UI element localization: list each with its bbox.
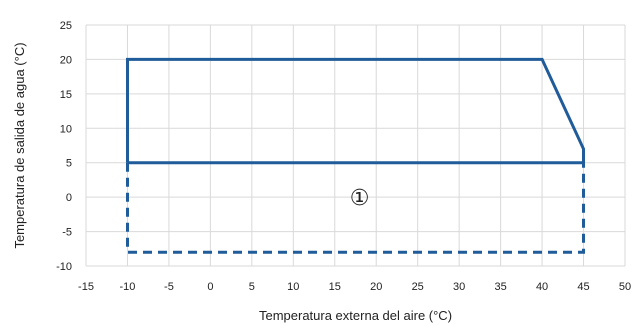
x-tick-label: -10 bbox=[120, 281, 136, 293]
series-group bbox=[126, 57, 585, 254]
y-axis-title: Temperatura de salida de agua (°C) bbox=[12, 42, 27, 248]
x-tick-labels: -15 -10 -5 0 5 10 15 20 25 30 35 40 45 50 bbox=[78, 281, 631, 293]
x-tick-label: 5 bbox=[249, 281, 255, 293]
zone-annotation: ① bbox=[350, 186, 370, 211]
x-tick-label: -5 bbox=[164, 281, 174, 293]
x-tick-label: 0 bbox=[207, 281, 213, 293]
y-tick-label: 20 bbox=[60, 54, 72, 66]
x-tick-label: 45 bbox=[577, 281, 589, 293]
y-tick-label: 10 bbox=[60, 123, 72, 135]
y-tick-label: 15 bbox=[60, 89, 72, 101]
x-tick-label: 25 bbox=[412, 281, 424, 293]
solid-series-line bbox=[126, 57, 585, 165]
annotations: ① bbox=[350, 186, 370, 211]
x-tick-label: 20 bbox=[370, 281, 382, 293]
y-tick-labels: -10 -5 0 5 10 15 20 25 bbox=[56, 20, 72, 273]
dashed-series-line bbox=[126, 162, 585, 254]
x-tick-label: 15 bbox=[329, 281, 341, 293]
y-tick-label: 25 bbox=[60, 20, 72, 32]
x-tick-label: 10 bbox=[287, 281, 299, 293]
y-tick-label: 5 bbox=[66, 158, 72, 170]
x-axis-title: Temperatura externa del aire (°C) bbox=[259, 308, 452, 323]
x-tick-label: 30 bbox=[453, 281, 465, 293]
x-tick-label: 40 bbox=[536, 281, 548, 293]
y-tick-label: -10 bbox=[56, 261, 72, 273]
y-tick-label: 0 bbox=[66, 192, 72, 204]
x-tick-label: -15 bbox=[78, 281, 94, 293]
x-tick-label: 35 bbox=[494, 281, 506, 293]
x-tick-label: 50 bbox=[619, 281, 631, 293]
y-tick-label: -5 bbox=[62, 227, 72, 239]
